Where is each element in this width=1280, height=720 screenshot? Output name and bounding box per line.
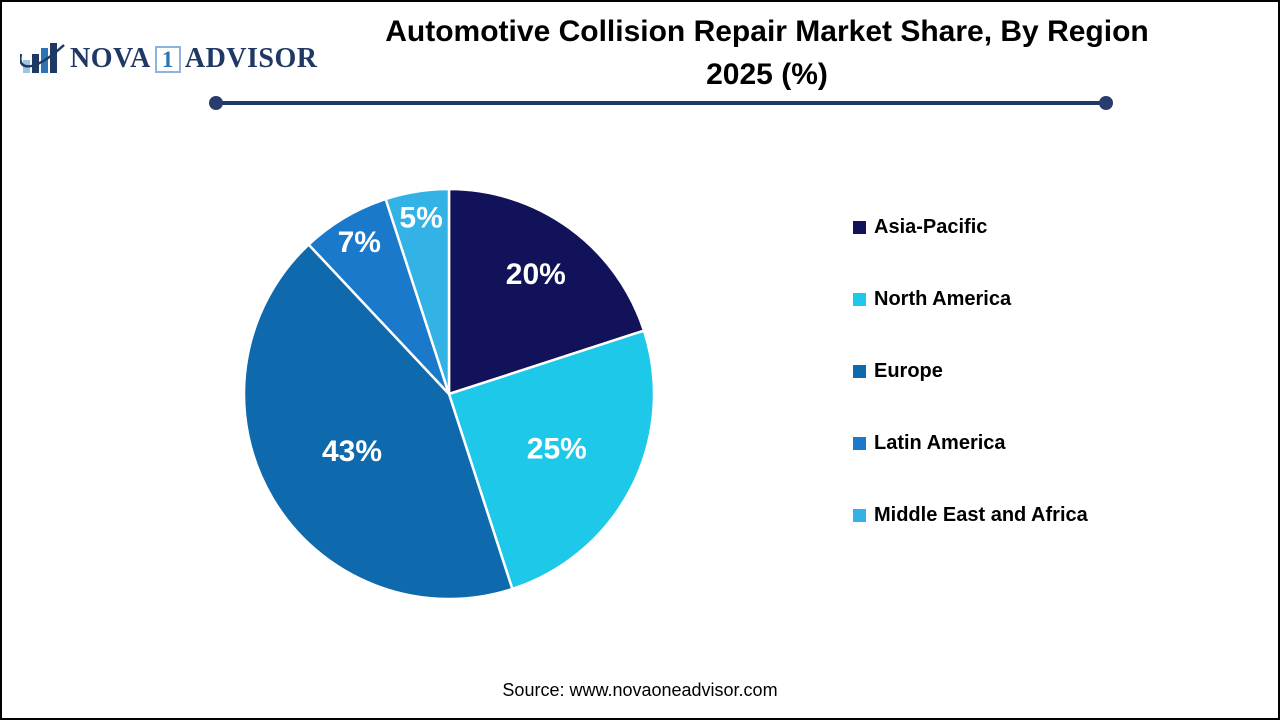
pie-value-label-middle-east-and-africa: 5% (399, 201, 442, 234)
divider-left-dot (209, 96, 223, 110)
pie-slice-north-america (447, 329, 656, 591)
legend-swatch-middle-east-and-africa (853, 508, 866, 522)
pie-value-label-asia-pacific: 20% (506, 258, 566, 291)
chart-title-line2: 2025 (%) (706, 58, 828, 91)
chart-title: Automotive Collision Repair Market Share… (302, 10, 1232, 96)
logo-text-advisor: ADVISOR (184, 43, 318, 74)
chart-legend: Asia-Pacific North America Europe Latin Ame… (853, 216, 1088, 526)
legend-item-middle-east-and-africa: Middle East and Africa (853, 504, 1088, 526)
pie-slice-middle-east-and-africa (384, 187, 451, 396)
legend-label-latin-america: Latin America (874, 431, 1006, 454)
source-text: Source: www.novaoneadvisor.com (502, 680, 778, 700)
legend-label-north-america: North America (874, 287, 1012, 310)
chart-title-line1: Automotive Collision Repair Market Share… (385, 15, 1149, 48)
legend-swatch-latin-america (853, 436, 866, 450)
logo-bar-chart-icon (20, 43, 65, 73)
logo-text-nova: NOVA (70, 43, 151, 74)
nova-one-advisor-logo: NOVA 1 ADVISOR (20, 38, 317, 80)
pie-chart: 20% 25% 43% 7% 5% (229, 174, 669, 614)
legend-item-asia-pacific: Asia-Pacific (853, 216, 1088, 238)
pie-value-label-latin-america: 7% (338, 226, 381, 259)
logo-text: NOVA 1 ADVISOR (70, 43, 317, 75)
legend-label-middle-east-and-africa: Middle East and Africa (874, 503, 1088, 526)
legend-label-asia-pacific: Asia-Pacific (874, 215, 988, 238)
legend-label-europe: Europe (874, 359, 943, 382)
pie-value-label-north-america: 25% (527, 432, 587, 465)
legend-swatch-europe (853, 364, 866, 378)
legend-swatch-north-america (853, 292, 866, 306)
legend-item-latin-america: Latin America (853, 432, 1088, 454)
logo-number-box: 1 (154, 45, 181, 73)
title-divider-line (209, 96, 1113, 110)
pie-slice-europe (242, 243, 514, 601)
pie-slice-asia-pacific (447, 187, 646, 396)
divider-right-dot (1099, 96, 1113, 110)
pie-value-label-europe: 43% (322, 435, 382, 468)
legend-item-europe: Europe (853, 360, 1088, 382)
legend-swatch-asia-pacific (853, 220, 866, 234)
legend-item-north-america: North America (853, 288, 1088, 310)
